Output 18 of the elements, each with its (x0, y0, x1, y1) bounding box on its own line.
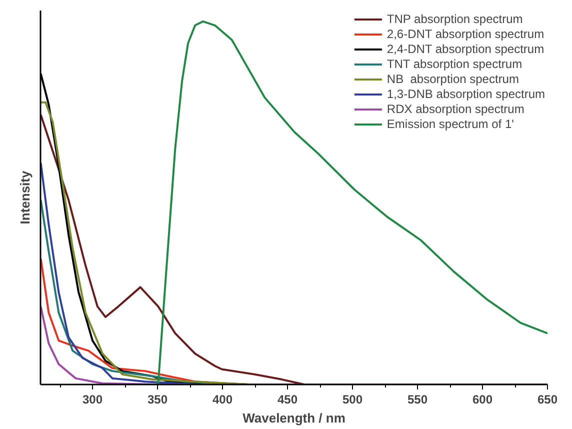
x-axis-title: Wavelength / nm (242, 410, 346, 426)
x-tick-label: 650 (537, 392, 558, 406)
legend-label: NB absorption spectrum (386, 72, 519, 86)
legend-label: TNT absorption spectrum (386, 57, 522, 71)
legend-label: 2,4-DNT absorption spectrum (386, 42, 544, 56)
x-tick-label: 550 (407, 392, 428, 406)
x-tick-label: 500 (342, 392, 363, 406)
legend-label: TNP absorption spectrum (386, 12, 523, 26)
legend-label: Emission spectrum of 1' (386, 117, 514, 131)
y-axis-title: Intensity (18, 170, 32, 224)
legend-label: RDX absorption spectrum (386, 102, 524, 116)
legend-label: 1,3-DNB absorption spectrum (386, 87, 545, 101)
x-tick-label: 400 (212, 392, 233, 406)
x-tick-label: 350 (147, 392, 168, 406)
x-tick-label: 450 (277, 392, 298, 406)
legend-label: 2,6-DNT absorption spectrum (386, 27, 544, 41)
x-tick-label: 300 (82, 392, 103, 406)
x-tick-label: 600 (472, 392, 493, 406)
